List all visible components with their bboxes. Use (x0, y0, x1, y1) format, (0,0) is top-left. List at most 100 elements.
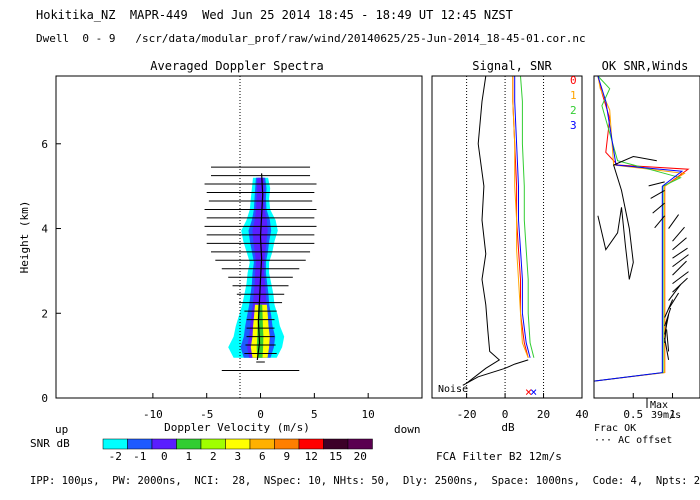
ok-snr-winds-panel: OK SNR,Winds 0.5 1 Max 39m/s Frac OK ··· … (593, 59, 700, 446)
snr-swatch-10 (347, 438, 373, 450)
signal-x-title: dB (501, 421, 515, 434)
header-line-2: Dwell 0 - 9 /scr/data/modular_prof/raw/w… (36, 32, 586, 45)
y-tick-label-3: 6 (41, 138, 48, 151)
signal-line-5 (462, 359, 529, 386)
snr-legend-label-0: -2 (109, 450, 122, 463)
snr-legend-title: SNR dB (30, 437, 70, 450)
y-axis-title: Height (km) (18, 201, 31, 274)
winds-title: OK SNR,Winds (602, 59, 689, 73)
signal-line-4 (466, 75, 501, 384)
y-tick-label-0: 0 (41, 392, 48, 405)
x-tick-label-3: 5 (311, 408, 318, 421)
series-legend-1: 1 (570, 89, 577, 102)
snr-swatch-8 (298, 438, 324, 450)
signal-line-2 (520, 75, 535, 358)
wind-max-label: Max (650, 400, 668, 411)
signal-frame (431, 75, 583, 399)
y-tick-label-1: 2 (41, 307, 48, 320)
frac-ok-line-3 (593, 75, 684, 382)
marker-x-red: × (525, 385, 532, 399)
frac-tick-label-1: 1 (669, 408, 676, 421)
snr-swatch-5 (225, 438, 251, 450)
snr-legend-label-9: 15 (329, 450, 342, 463)
spectra-axes: -10 -5 0 5 10 0 2 4 6 (41, 138, 374, 421)
snr-color-legend: -2 -1 0 1 2 3 6 9 12 15 20 (102, 438, 373, 463)
wind-scale-value: 39m/s (651, 410, 681, 421)
snr-legend-label-3: 1 (185, 450, 192, 463)
fca-filter-label: FCA Filter B2 12m/s (436, 450, 562, 463)
wind-barb-10 (672, 271, 689, 285)
snr-swatch-2 (151, 438, 177, 450)
snr-swatch-6 (249, 438, 275, 450)
frac-ok-line-2 (593, 75, 682, 382)
frac-ok-label: Frac OK (594, 423, 636, 434)
x-tick-label-1: -5 (200, 408, 213, 421)
spectra-title: Averaged Doppler Spectra (150, 59, 323, 73)
wind-barb-0 (648, 181, 665, 187)
wind-barb-13 (668, 292, 680, 310)
snr-swatch-0 (102, 438, 128, 450)
series-legend-2: 2 (570, 104, 577, 117)
signal-tick-label-3: 40 (575, 408, 588, 421)
wind-barb-19 (664, 337, 670, 360)
frac-ok-line-1 (593, 75, 686, 382)
signal-lines-group (462, 75, 535, 386)
wind-barb-14 (664, 299, 674, 318)
wind-barb-1 (650, 189, 665, 199)
snr-legend-label-4: 2 (210, 450, 217, 463)
signal-line-1 (512, 76, 529, 358)
noise-label: Noise (438, 384, 468, 395)
snr-legend-label-5: 3 (234, 450, 241, 463)
wind-barb-6 (672, 237, 687, 251)
frac-tick-label-0: 0.5 (623, 408, 643, 421)
series-legend-3: 3 (570, 119, 577, 132)
wind-barbs-group (648, 181, 689, 360)
x-tick-label-2: 0 (257, 408, 264, 421)
snr-swatch-7 (274, 438, 300, 450)
wind-barb-3 (654, 215, 666, 229)
signal-tick-label-2: 20 (537, 408, 550, 421)
mean-velocity-line (256, 173, 264, 360)
header-line-1: Hokitika_NZ MAPR-449 Wed Jun 25 2014 18:… (36, 8, 513, 22)
frac-ok-line-0 (593, 75, 690, 382)
snr-legend-label-1: -1 (133, 450, 146, 463)
wind-barb-5 (672, 226, 685, 242)
spectra-frame (55, 75, 423, 399)
series-legend-0: 0 (570, 74, 577, 87)
spectra-fill-group (228, 177, 285, 358)
ac-offset-trace (597, 155, 657, 280)
signal-title: Signal, SNR (472, 59, 552, 73)
snr-legend-label-2: 0 (161, 450, 168, 463)
snr-swatch-4 (200, 438, 226, 450)
snr-swatch-1 (127, 438, 153, 450)
frac-ok-lines-group (593, 75, 690, 382)
up-label: up (55, 423, 68, 436)
frac-ok-axes: 0.5 1 (623, 393, 676, 421)
wind-barb-7 (672, 247, 688, 259)
snr-legend-label-7: 9 (283, 450, 290, 463)
snr-legend-label-10: 20 (354, 450, 367, 463)
wind-barb-2 (652, 202, 665, 214)
footer-parameters: IPP: 100μs, PW: 2000ns, NCI: 28, NSpec: … (30, 475, 700, 487)
x-tick-label-4: 10 (362, 408, 375, 421)
snr-swatch-3 (176, 438, 202, 450)
snr-swatch-9 (323, 438, 349, 450)
y-tick-label-2: 4 (41, 223, 48, 236)
signal-snr-panel: Signal, SNR -20 0 20 40 Noise × × dB 0 1 2 3 (431, 59, 589, 434)
signal-tick-label-0: -20 (457, 408, 477, 421)
wind-barb-18 (666, 329, 670, 352)
wind-barb-12 (668, 284, 681, 301)
signal-series-legend: 0 1 2 3 (570, 74, 577, 132)
wind-barb-9 (672, 260, 687, 276)
snr-legend-label-6: 6 (259, 450, 266, 463)
signal-line-3 (514, 76, 531, 358)
down-label: down (394, 423, 421, 436)
snr-legend-label-8: 12 (305, 450, 318, 463)
signal-axes: -20 0 20 40 (457, 393, 589, 421)
wind-barb-8 (672, 254, 689, 268)
x-axis-title: Doppler Velocity (m/s) (164, 421, 310, 434)
signal-tick-label-1: 0 (502, 408, 509, 421)
x-tick-label-0: -10 (143, 408, 163, 421)
